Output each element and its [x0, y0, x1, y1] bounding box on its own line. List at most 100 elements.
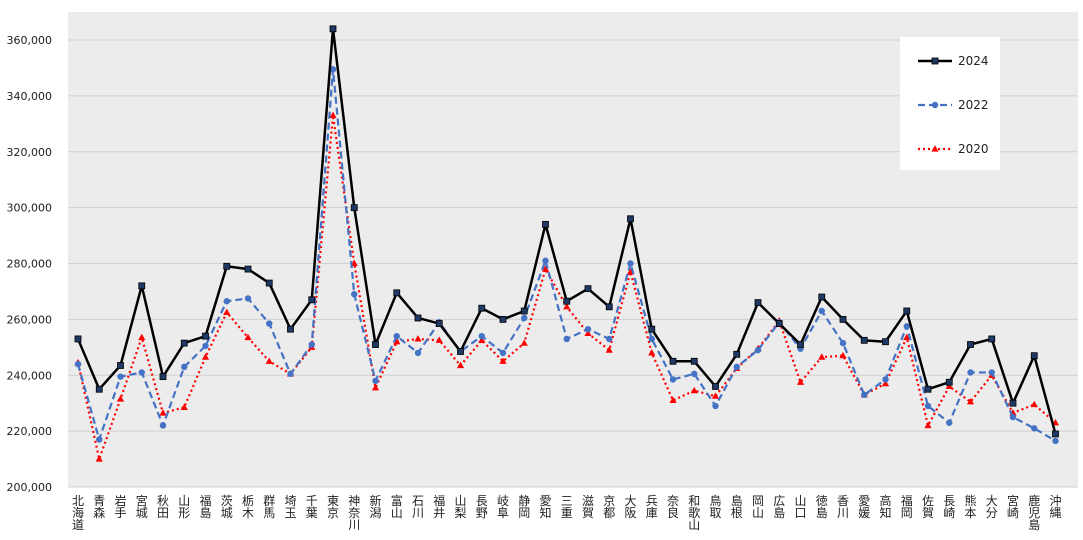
- x-tick-label: 熊本: [964, 493, 976, 520]
- data-point: [796, 378, 805, 385]
- x-tick-label: 長野: [476, 494, 488, 520]
- x-tick-char: 静: [518, 494, 530, 508]
- data-point: [691, 370, 698, 378]
- data-point: [265, 357, 273, 364]
- x-tick-label: 京都: [603, 494, 615, 520]
- data-point: [95, 455, 103, 462]
- data-point: [1031, 425, 1038, 432]
- x-tick-char: 賀: [582, 506, 594, 520]
- x-tick-char: 茨: [221, 494, 233, 508]
- x-tick-char: 兵: [646, 494, 658, 508]
- x-tick-char: 森: [93, 505, 105, 520]
- y-tick-label: 340,000: [7, 90, 53, 103]
- x-tick-label: 三重: [561, 494, 573, 520]
- data-point: [903, 333, 911, 341]
- x-tick-char: 東: [327, 494, 339, 508]
- x-tick-char: 福: [433, 493, 445, 508]
- x-tick-label: 大分: [986, 494, 998, 520]
- x-tick-char: 重: [561, 506, 573, 520]
- x-tick-char: 島: [731, 493, 743, 508]
- data-point: [627, 260, 634, 267]
- data-point: [861, 391, 868, 399]
- x-tick-label: 山形: [178, 494, 190, 520]
- x-tick-label: 群馬: [263, 494, 275, 520]
- x-tick-label: 福島: [199, 493, 211, 520]
- x-tick-char: 手: [114, 506, 126, 520]
- data-point: [372, 341, 379, 348]
- x-tick-char: 根: [731, 506, 743, 520]
- x-tick-char: 鳥: [709, 493, 721, 508]
- data-point: [818, 307, 825, 315]
- x-tick-label: 千葉: [306, 494, 318, 520]
- x-tick-char: 庫: [646, 506, 658, 520]
- data-point: [712, 383, 719, 390]
- x-tick-char: 佐: [922, 494, 934, 508]
- data-point: [138, 333, 146, 341]
- x-tick-char: 熊: [964, 493, 976, 508]
- data-point: [223, 308, 231, 315]
- x-tick-label: 北海道: [72, 494, 84, 532]
- legend-box: [900, 37, 1000, 170]
- data-point: [563, 303, 571, 310]
- data-point: [180, 403, 188, 410]
- data-point: [1052, 437, 1059, 445]
- data-point: [329, 66, 337, 73]
- x-tick-char: 京: [327, 506, 339, 520]
- data-point: [967, 369, 974, 376]
- data-point: [478, 332, 485, 340]
- data-point: [931, 145, 939, 152]
- x-tick-char: 北: [72, 494, 84, 508]
- x-tick-char: 富: [391, 493, 403, 508]
- data-point: [988, 335, 996, 343]
- x-tick-label: 広島: [773, 494, 785, 520]
- x-tick-char: 石: [412, 494, 424, 508]
- x-tick-char: 岡: [518, 506, 530, 520]
- data-point: [350, 204, 358, 212]
- data-point: [542, 220, 549, 228]
- data-point: [946, 419, 953, 426]
- x-tick-char: 葉: [306, 506, 318, 520]
- data-point: [690, 357, 698, 365]
- x-tick-char: 奈: [348, 506, 360, 520]
- x-tick-char: 崎: [943, 506, 955, 520]
- x-tick-char: 山: [391, 506, 403, 520]
- data-point: [606, 335, 613, 343]
- x-tick-char: 田: [157, 506, 169, 520]
- data-point: [499, 357, 507, 364]
- data-point: [202, 342, 209, 350]
- x-tick-char: 口: [794, 506, 806, 520]
- x-tick-label: 愛媛: [858, 494, 870, 520]
- x-tick-char: 山: [752, 506, 764, 520]
- x-tick-label: 石川: [412, 494, 424, 520]
- x-tick-char: 神: [348, 494, 360, 508]
- x-tick-char: 宮: [136, 493, 148, 508]
- y-tick-label: 260,000: [7, 313, 53, 326]
- data-point: [223, 262, 231, 270]
- data-point: [457, 348, 464, 355]
- data-point: [584, 329, 592, 336]
- data-point: [74, 335, 82, 343]
- x-tick-label: 鹿児島: [1028, 493, 1040, 532]
- data-point: [648, 325, 656, 333]
- data-point: [159, 373, 167, 381]
- x-tick-char: 川: [412, 506, 424, 520]
- series-group: [74, 25, 1060, 462]
- data-point: [435, 320, 443, 327]
- data-point: [244, 265, 252, 273]
- data-point: [287, 370, 294, 378]
- x-tick-char: 岐: [497, 494, 509, 508]
- x-tick-char: 福: [199, 493, 211, 508]
- x-tick-char: 賀: [922, 506, 934, 520]
- x-tick-label: 佐賀: [922, 494, 934, 520]
- x-tick-char: 岡: [901, 506, 913, 520]
- x-tick-label: 新潟: [369, 493, 381, 520]
- data-point: [393, 332, 400, 340]
- x-tick-label: 福岡: [901, 493, 913, 520]
- data-point: [159, 422, 167, 429]
- x-tick-char: 宮: [1007, 493, 1019, 508]
- legend-label: 2020: [958, 142, 989, 156]
- data-point: [117, 373, 124, 380]
- data-point: [988, 369, 995, 376]
- x-tick-label: 静岡: [518, 494, 530, 520]
- data-point: [371, 384, 380, 391]
